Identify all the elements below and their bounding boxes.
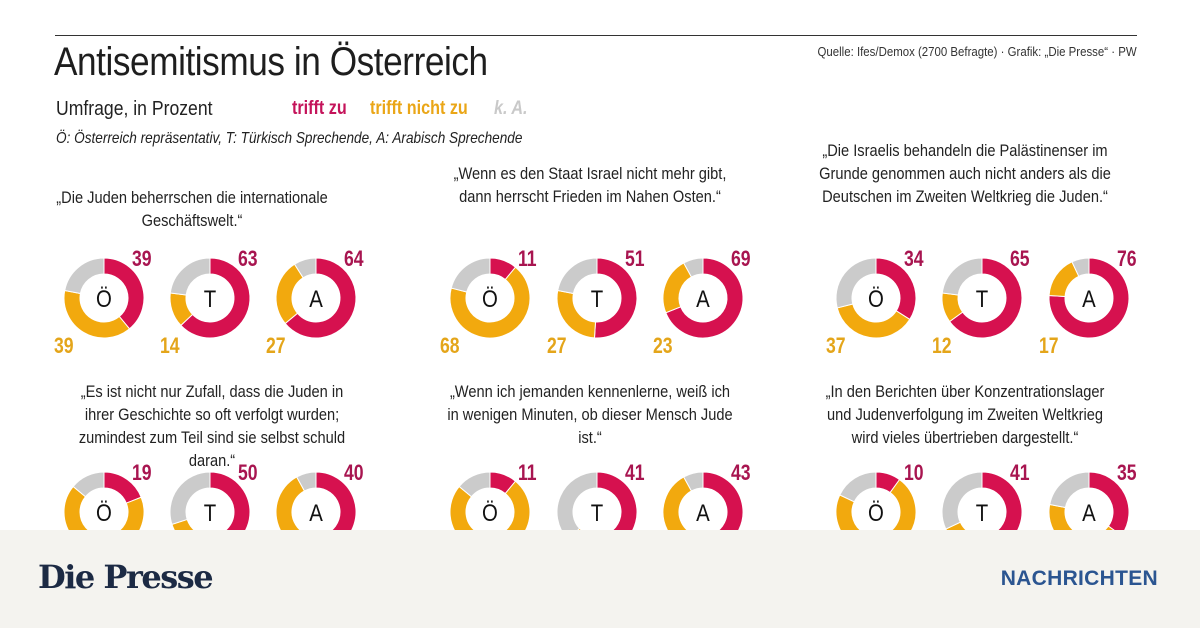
legend-trifft-nicht-zu: trifft nicht zu — [370, 98, 468, 119]
donut-segment-keine-angabe — [683, 471, 704, 492]
data-label-trifft-zu: 19 — [132, 461, 152, 485]
footer-banner: Die Presse NACHRICHTEN — [0, 530, 1200, 628]
donut-segment-trifft-zu — [948, 257, 1023, 339]
data-label-trifft-nicht-zu: 39 — [54, 334, 74, 358]
data-label-trifft-nicht-zu: 37 — [826, 334, 846, 358]
donut-group-label: T — [976, 499, 989, 526]
data-label-trifft-nicht-zu: 12 — [932, 334, 952, 358]
data-label-trifft-nicht-zu: 68 — [440, 334, 460, 358]
data-label-trifft-zu: 43 — [731, 461, 751, 485]
data-label-trifft-zu: 39 — [132, 247, 152, 271]
data-label-trifft-zu: 11 — [518, 247, 537, 271]
donut-group-label: T — [591, 499, 604, 526]
data-label-trifft-zu: 64 — [344, 247, 364, 271]
source-credit: Quelle: Ifes/Demox (2700 Befragte) · Gra… — [817, 44, 1137, 59]
brand-logo[interactable]: Die Presse — [38, 558, 214, 596]
donut-segment-keine-angabe — [556, 471, 598, 541]
data-label-trifft-zu: 69 — [731, 247, 751, 271]
donut-group-label: A — [309, 499, 323, 526]
donut-segment-keine-angabe — [839, 471, 877, 503]
donut-group-label: Ö — [96, 285, 112, 312]
top-rule — [55, 35, 1137, 36]
donut-group-label: T — [976, 285, 989, 312]
chart-title: Antisemitismus in Österreich — [54, 40, 488, 84]
legend-trifft-zu: trifft zu — [292, 98, 347, 119]
donut-segment-trifft-zu — [284, 257, 357, 339]
quote-1: „Die Juden beherrschen die international… — [56, 188, 328, 230]
data-label-trifft-nicht-zu: 23 — [653, 334, 673, 358]
data-label-trifft-zu: 51 — [625, 247, 645, 271]
donut-segment-keine-angabe — [72, 471, 105, 498]
donut-segment-keine-angabe — [64, 257, 105, 295]
donut-group-label: Ö — [482, 499, 498, 526]
donut-segment-trifft-zu — [593, 257, 638, 339]
donut-segment-trifft-zu — [180, 257, 251, 339]
donut-segment-keine-angabe — [1049, 471, 1090, 509]
data-label-trifft-zu: 76 — [1117, 247, 1137, 271]
donut-segment-trifft-nicht-zu — [662, 262, 693, 314]
donut-group-label: Ö — [96, 499, 112, 526]
data-label-trifft-zu: 11 — [518, 461, 537, 485]
donut-group-label: A — [696, 285, 710, 312]
donut-group-label: T — [591, 285, 604, 312]
donut-segment-trifft-nicht-zu — [556, 289, 597, 339]
donut-group-label: Ö — [482, 285, 498, 312]
legend-keine-angabe: k. A. — [494, 98, 528, 119]
donut-group-label: T — [204, 499, 217, 526]
donut-segment-keine-angabe — [293, 257, 317, 279]
donut-group-label: A — [309, 285, 323, 312]
data-label-trifft-zu: 10 — [904, 461, 924, 485]
quote-4: „Es ist nicht nur Zufall, dass die Juden… — [78, 382, 346, 470]
quote-6: „In den Berichten über Konzentrationslag… — [825, 382, 1105, 447]
donut-group-label: A — [1082, 285, 1096, 312]
donut-segment-keine-angabe — [169, 471, 211, 525]
data-label-trifft-nicht-zu: 27 — [266, 334, 286, 358]
donut-segment-keine-angabe — [557, 257, 598, 295]
donut-group-label: A — [696, 499, 710, 526]
chart-subtitle: Umfrage, in Prozent — [56, 98, 213, 120]
donut-segment-keine-angabe — [450, 257, 491, 293]
data-label-trifft-zu: 34 — [904, 247, 924, 271]
donut-segment-keine-angabe — [683, 257, 704, 278]
donut-segment-keine-angabe — [458, 471, 491, 498]
donut-segment-trifft-zu — [665, 257, 744, 339]
donut-segment-keine-angabe — [835, 257, 877, 309]
data-label-trifft-zu: 35 — [1117, 461, 1137, 485]
donut-segment-keine-angabe — [169, 257, 211, 296]
donut-segment-trifft-nicht-zu — [449, 266, 531, 339]
data-label-trifft-nicht-zu: 17 — [1039, 334, 1059, 358]
data-label-trifft-zu: 41 — [625, 461, 645, 485]
donut-group-label: Ö — [868, 499, 884, 526]
data-label-trifft-nicht-zu: 14 — [160, 334, 180, 358]
quote-3: „Die Israelis behandeln die Palästinense… — [819, 141, 1111, 206]
donut-segment-keine-angabe — [296, 471, 317, 492]
group-note: Ö: Österreich repräsentativ, T: Türkisch… — [56, 130, 523, 147]
data-label-trifft-zu: 40 — [344, 461, 364, 485]
donut-group-label: A — [1082, 499, 1096, 526]
donut-segment-keine-angabe — [941, 257, 983, 296]
data-label-trifft-nicht-zu: 27 — [547, 334, 567, 358]
donut-group-label: T — [204, 285, 217, 312]
donut-segment-keine-angabe — [1071, 257, 1090, 277]
data-label-trifft-zu: 63 — [238, 247, 258, 271]
quote-5: „Wenn ich jemanden kennenlerne, weiß ich… — [447, 382, 733, 447]
donut-group-label: Ö — [868, 285, 884, 312]
quote-2: „Wenn es den Staat Israel nicht mehr gib… — [453, 164, 727, 206]
data-label-trifft-zu: 41 — [1010, 461, 1030, 485]
donut-segment-trifft-zu — [1048, 257, 1130, 339]
data-label-trifft-zu: 65 — [1010, 247, 1030, 271]
donut-segment-keine-angabe — [941, 471, 983, 530]
section-label[interactable]: NACHRICHTEN — [1000, 567, 1158, 590]
data-label-trifft-zu: 50 — [238, 461, 258, 485]
